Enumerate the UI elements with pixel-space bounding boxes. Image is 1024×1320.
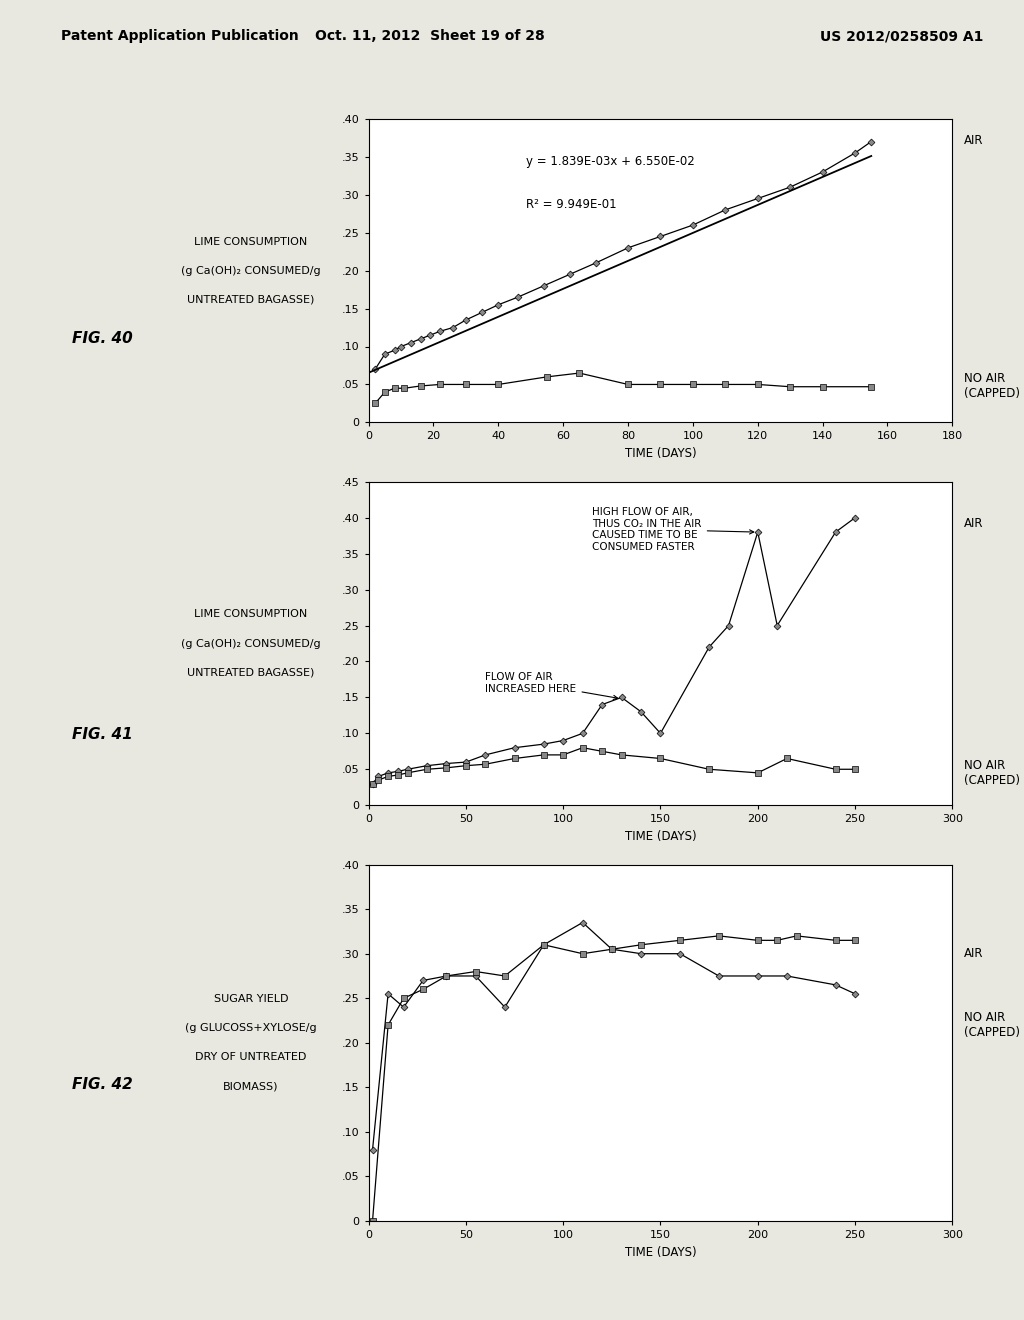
Text: UNTREATED BAGASSE): UNTREATED BAGASSE) xyxy=(187,668,314,677)
Text: (g Ca(OH)₂ CONSUMED/g: (g Ca(OH)₂ CONSUMED/g xyxy=(181,265,321,276)
Text: Oct. 11, 2012  Sheet 19 of 28: Oct. 11, 2012 Sheet 19 of 28 xyxy=(315,29,545,44)
Text: NO AIR
(CAPPED): NO AIR (CAPPED) xyxy=(964,1011,1020,1039)
Text: SUGAR YIELD: SUGAR YIELD xyxy=(214,994,288,1005)
Text: DRY OF UNTREATED: DRY OF UNTREATED xyxy=(196,1052,306,1063)
Text: (g GLUCOSS+XYLOSE/g: (g GLUCOSS+XYLOSE/g xyxy=(185,1023,316,1034)
Text: FLOW OF AIR
INCREASED HERE: FLOW OF AIR INCREASED HERE xyxy=(485,672,617,700)
Text: NO AIR
(CAPPED): NO AIR (CAPPED) xyxy=(964,372,1020,400)
Text: AIR: AIR xyxy=(964,133,983,147)
Text: BIOMASS): BIOMASS) xyxy=(223,1081,279,1092)
Text: AIR: AIR xyxy=(964,948,983,960)
Text: y = 1.839E-03x + 6.550E-02: y = 1.839E-03x + 6.550E-02 xyxy=(526,156,695,168)
Text: (g Ca(OH)₂ CONSUMED/g: (g Ca(OH)₂ CONSUMED/g xyxy=(181,639,321,648)
Text: FIG. 42: FIG. 42 xyxy=(72,1077,132,1092)
X-axis label: TIME (DAYS): TIME (DAYS) xyxy=(625,447,696,459)
X-axis label: TIME (DAYS): TIME (DAYS) xyxy=(625,830,696,842)
Text: US 2012/0258509 A1: US 2012/0258509 A1 xyxy=(819,29,983,44)
Text: NO AIR
(CAPPED): NO AIR (CAPPED) xyxy=(964,759,1020,787)
Text: Patent Application Publication: Patent Application Publication xyxy=(61,29,299,44)
Text: AIR: AIR xyxy=(964,517,983,531)
Text: LIME CONSUMPTION: LIME CONSUMPTION xyxy=(195,610,307,619)
X-axis label: TIME (DAYS): TIME (DAYS) xyxy=(625,1246,696,1258)
Text: HIGH FLOW OF AIR,
THUS CO₂ IN THE AIR
CAUSED TIME TO BE
CONSUMED FASTER: HIGH FLOW OF AIR, THUS CO₂ IN THE AIR CA… xyxy=(592,507,754,552)
Text: FIG. 41: FIG. 41 xyxy=(72,727,132,742)
Text: UNTREATED BAGASSE): UNTREATED BAGASSE) xyxy=(187,294,314,305)
Text: FIG. 40: FIG. 40 xyxy=(72,331,132,346)
Text: LIME CONSUMPTION: LIME CONSUMPTION xyxy=(195,236,307,247)
Text: R² = 9.949E-01: R² = 9.949E-01 xyxy=(526,198,616,211)
